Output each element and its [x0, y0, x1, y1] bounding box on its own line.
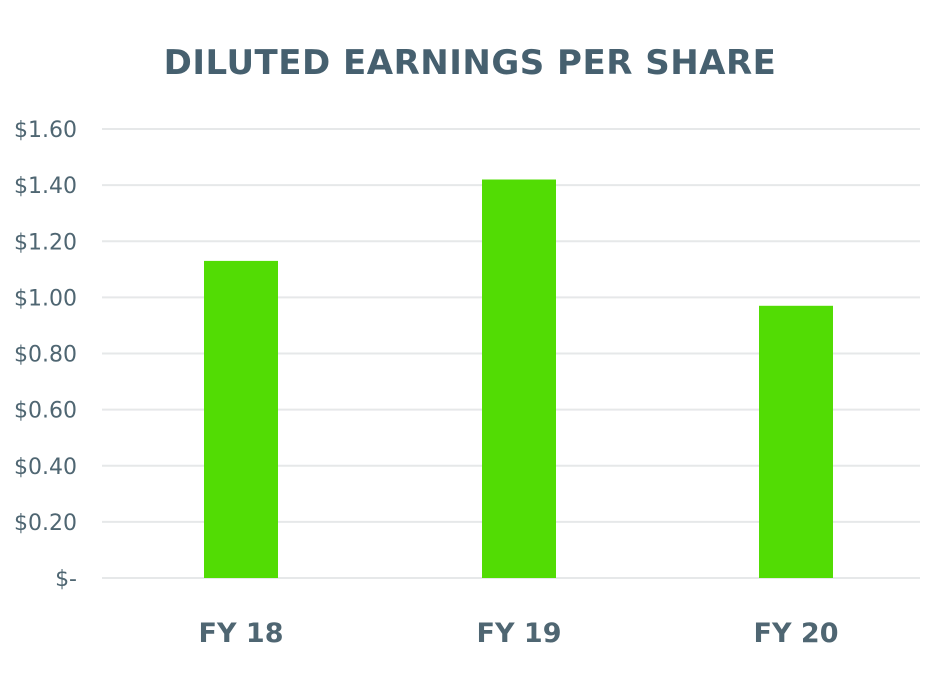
- bar-fy-20: [759, 305, 833, 578]
- x-tick-label: FY 20: [754, 618, 839, 649]
- y-axis: $- $0.20 $0.40 $0.60 $0.80 $1.00 $1.20 $1.40 $1.…: [14, 118, 77, 592]
- y-tick-label: $0.80: [14, 343, 77, 368]
- y-tick-label: $-: [55, 567, 77, 592]
- x-axis: FY 18 FY 19 FY 20: [199, 618, 839, 649]
- x-tick-label: FY 19: [477, 618, 562, 649]
- y-tick-label: $1.20: [14, 230, 77, 255]
- y-tick-label: $0.20: [14, 511, 77, 536]
- bar-fy-19: [482, 179, 556, 578]
- y-tick-label: $0.40: [14, 455, 77, 480]
- x-tick-label: FY 18: [199, 618, 284, 649]
- y-tick-label: $1.40: [14, 174, 77, 199]
- y-tick-label: $0.60: [14, 399, 77, 424]
- chart-title: DILUTED EARNINGS PER SHARE: [164, 43, 777, 83]
- y-tick-label: $1.60: [14, 118, 77, 143]
- bars: [204, 179, 833, 578]
- y-tick-label: $1.00: [14, 286, 77, 311]
- bar-fy-18: [204, 260, 278, 578]
